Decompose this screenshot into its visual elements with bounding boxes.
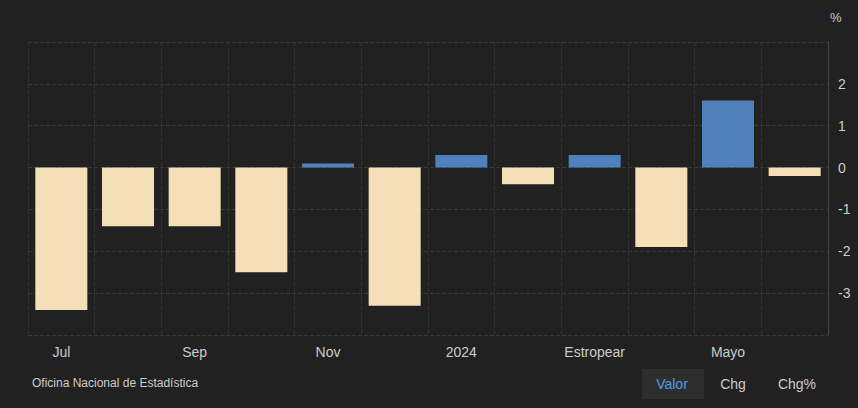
- svg-text:0: 0: [838, 160, 846, 176]
- svg-text:-2: -2: [838, 243, 851, 259]
- svg-text:Jul: Jul: [52, 344, 70, 360]
- svg-text:Estropear: Estropear: [564, 344, 625, 360]
- svg-text:Mayo: Mayo: [711, 344, 745, 360]
- svg-text:Chg: Chg: [720, 376, 746, 392]
- svg-text:2024: 2024: [446, 344, 477, 360]
- svg-text:%: %: [830, 10, 842, 25]
- svg-text:Nov: Nov: [316, 344, 341, 360]
- svg-text:Valor: Valor: [656, 376, 688, 392]
- svg-text:Chg%: Chg%: [778, 376, 816, 392]
- svg-text:Oficina Nacional de Estadístic: Oficina Nacional de Estadística: [32, 376, 198, 390]
- svg-text:2: 2: [838, 76, 846, 92]
- svg-text:1: 1: [838, 118, 846, 134]
- svg-text:Sep: Sep: [182, 344, 207, 360]
- svg-text:-1: -1: [838, 201, 851, 217]
- svg-text:-3: -3: [838, 285, 851, 301]
